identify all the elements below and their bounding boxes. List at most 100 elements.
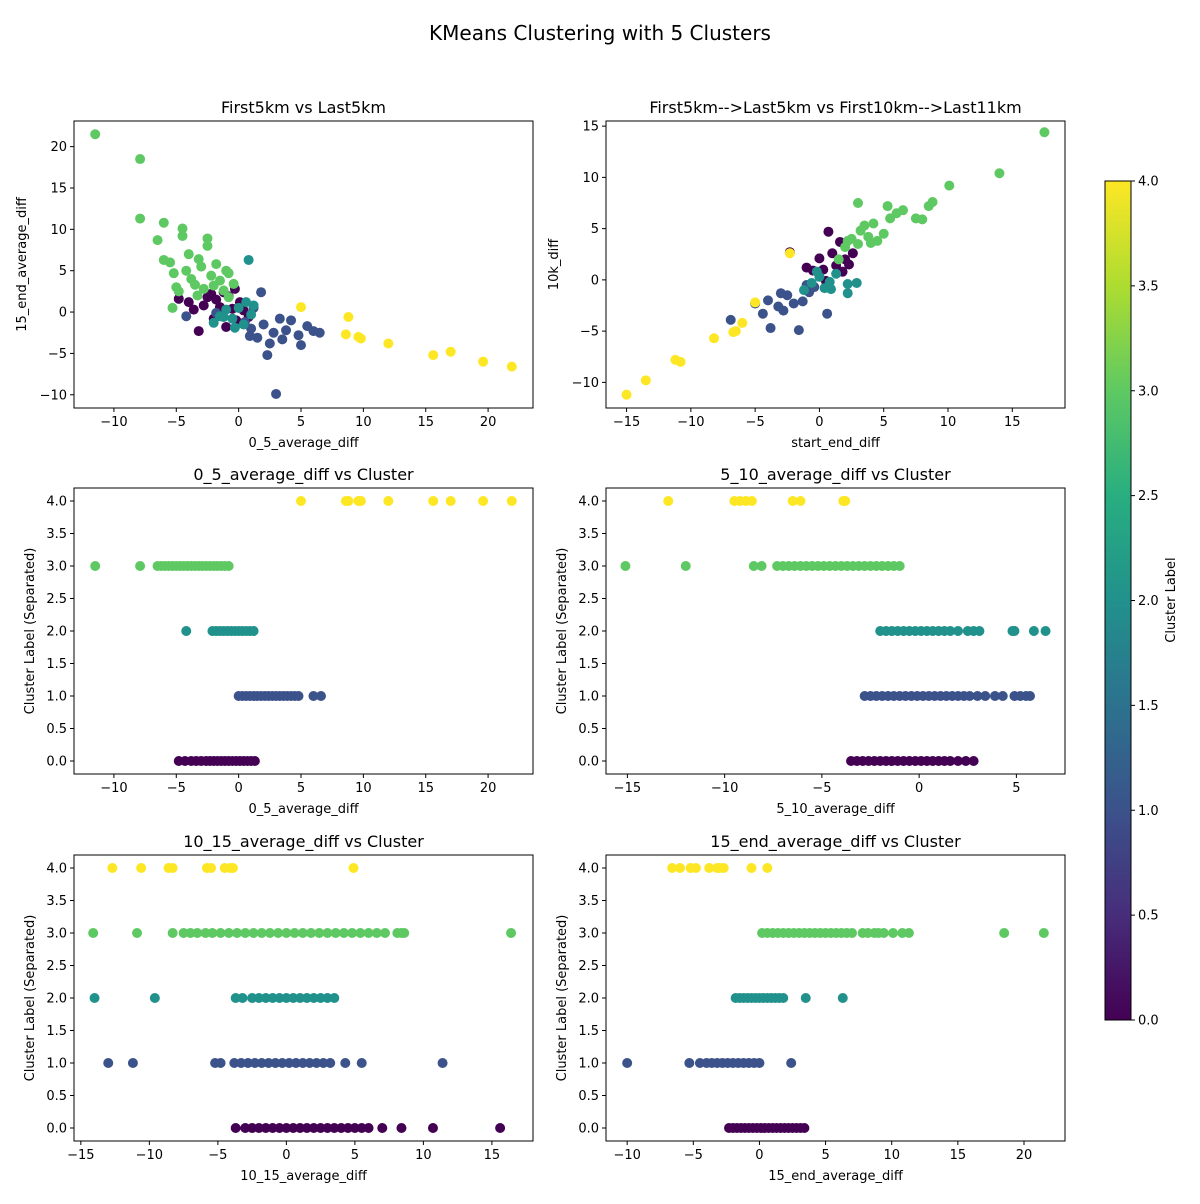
- scatter-point: [90, 561, 101, 571]
- scatter-point: [177, 223, 188, 234]
- scatter-point: [799, 285, 809, 296]
- scatter-point: [173, 293, 184, 304]
- scatter-point: [189, 279, 200, 290]
- x-tick-label: −10: [613, 1148, 640, 1163]
- scatter-point: [260, 1123, 271, 1133]
- scatter-point: [253, 993, 264, 1003]
- scatter-point: [267, 993, 278, 1003]
- scatter-point: [980, 691, 991, 701]
- scatter-point: [318, 1058, 329, 1068]
- scatter-point: [90, 129, 101, 140]
- scatter-point: [330, 928, 341, 938]
- scatter-point: [974, 626, 985, 636]
- x-tick-label: 0: [755, 1148, 763, 1163]
- scatter-point: [894, 561, 905, 571]
- scatter-point: [989, 691, 1000, 701]
- subplot-title: 15_end_average_diff vs Cluster: [710, 832, 961, 852]
- scatter-point: [763, 295, 773, 306]
- subplot-title: 0_5_average_diff vs Cluster: [193, 465, 414, 485]
- scatter-point: [827, 248, 838, 259]
- x-tick-label: 5: [297, 781, 305, 796]
- scatter-point: [247, 1123, 258, 1133]
- y-tick-label: 1.5: [46, 1024, 67, 1039]
- scatter-point: [853, 239, 863, 249]
- y-tick-label: −10: [572, 376, 599, 391]
- y-tick-label: 4.0: [578, 862, 599, 877]
- scatter-point: [193, 326, 204, 337]
- scatter-point: [704, 863, 715, 873]
- y-tick-label: 10: [582, 171, 599, 186]
- subplot-4: −15 −10 −5 0 5 0.0 0.5 1.0 1.5 2.0 2.5 3.0 3.5 4.0 5_1…: [555, 465, 1066, 817]
- scatter-point: [236, 1058, 247, 1068]
- scatter-point: [281, 1123, 292, 1133]
- scatter-point: [218, 312, 229, 323]
- scatter-point: [784, 248, 795, 259]
- scatter-point: [506, 361, 517, 372]
- scatter-point: [267, 1123, 278, 1133]
- scatter-point: [1024, 691, 1035, 701]
- scatter-point: [273, 928, 284, 938]
- scatter-point: [847, 248, 858, 259]
- scatter-point: [243, 1058, 254, 1068]
- scatter-point: [286, 315, 297, 326]
- colorbar-tick-label: 3.5: [1138, 279, 1159, 294]
- scatter-point: [311, 1058, 322, 1068]
- scatter-point: [968, 756, 979, 766]
- scatter-point: [730, 326, 741, 337]
- scatter-point: [158, 217, 169, 228]
- scatter-point: [322, 993, 333, 1003]
- axes-frame: [605, 120, 1066, 409]
- scatter-point: [297, 928, 308, 938]
- scatter-point: [826, 284, 836, 295]
- y-tick-label: 3.0: [46, 560, 67, 575]
- x-tick-label: 0: [235, 415, 243, 430]
- scatter-point: [793, 325, 804, 336]
- scatter-point: [274, 993, 285, 1003]
- scatter-point: [296, 302, 307, 313]
- scatter-point: [878, 228, 889, 239]
- subplot-title: 5_10_average_diff vs Cluster: [720, 465, 951, 485]
- scatter-point: [718, 863, 729, 873]
- scatter-point: [363, 928, 374, 938]
- scatter-point: [281, 928, 292, 938]
- y-tick-label: 0.0: [578, 1122, 599, 1137]
- x-tick-label: −5: [167, 781, 186, 796]
- y-tick-label: 4.0: [578, 495, 599, 510]
- scatter-point: [842, 278, 853, 289]
- scatter-point: [837, 993, 848, 1003]
- y-tick-label: 20: [50, 140, 67, 155]
- x-tick-label: 20: [480, 415, 497, 430]
- y-tick-label: 0.0: [578, 755, 599, 770]
- scatter-point: [675, 356, 686, 367]
- y-tick-label: 3.0: [46, 927, 67, 942]
- scatter-point: [754, 1058, 765, 1068]
- y-tick-label: 0.5: [46, 722, 67, 737]
- scatter-point: [288, 1123, 299, 1133]
- y-tick-label: −5: [580, 325, 599, 340]
- subplot-3: −10 −5 0 5 10 15 20 0.0 0.5 1.0 1.5 2.0 2.5 3.0 3.5 4.0…: [23, 465, 534, 817]
- scatter-point: [167, 863, 178, 873]
- scatter-point: [149, 993, 160, 1003]
- scatter-point: [243, 254, 254, 265]
- scatter-point: [246, 323, 257, 334]
- x-tick-label: −15: [614, 781, 641, 796]
- scatter-point: [167, 302, 178, 313]
- y-tick-label: 2.5: [46, 592, 67, 607]
- scatter-point: [746, 496, 757, 506]
- x-tick-label: −5: [167, 415, 186, 430]
- y-tick-label: 2.5: [578, 959, 599, 974]
- x-tick-label: 10: [415, 1148, 432, 1163]
- scatter-point: [260, 993, 271, 1003]
- scatter-point: [167, 928, 178, 938]
- x-axis-label: 10_15_average_diff: [240, 1169, 368, 1184]
- scatter-point: [383, 338, 394, 349]
- scatter-point: [748, 561, 759, 571]
- figure-title: KMeans Clustering with 5 Clusters: [429, 21, 771, 45]
- scatter-point: [308, 993, 319, 1003]
- scatter-point: [188, 304, 199, 315]
- x-tick-label: 0: [235, 781, 243, 796]
- scatter-point: [304, 1058, 315, 1068]
- scatter-point: [757, 308, 768, 319]
- scatter-point: [202, 240, 213, 251]
- y-axis-label: Cluster Label (Separated): [555, 915, 570, 1082]
